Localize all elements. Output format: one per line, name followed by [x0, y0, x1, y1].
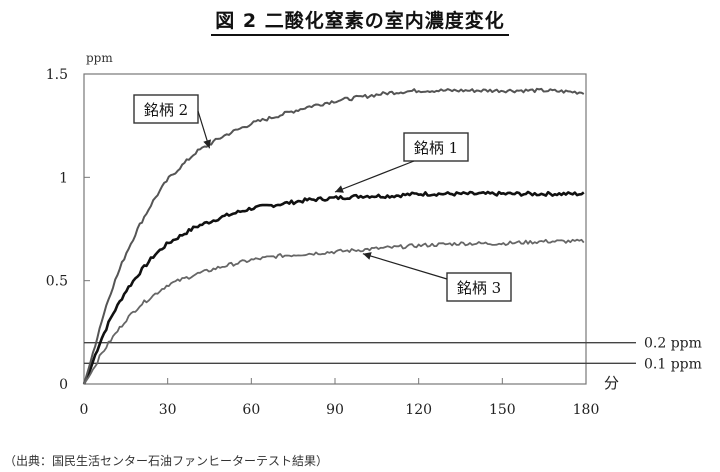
- series-line: [82, 190, 585, 385]
- callout-box: [403, 132, 469, 162]
- chart-title-text: 図 2 二酸化窒素の室内濃度変化: [211, 10, 509, 36]
- callout-arrow-head: [335, 185, 344, 193]
- callout-box: [446, 272, 512, 302]
- callout-arrow-head: [203, 139, 211, 149]
- x-tick-label: 120: [405, 402, 432, 418]
- callout-arrow-head: [362, 252, 372, 260]
- source-note: （出典：国民生活センター石油ファンヒーターテスト結果）: [4, 454, 329, 468]
- x-tick-label: 150: [489, 402, 516, 418]
- callout-label: 銘柄 1: [414, 139, 458, 157]
- chart-title: 図 2 二酸化窒素の室内濃度変化: [0, 6, 720, 36]
- y-tick-label: 0: [59, 377, 68, 393]
- callout-arrow-line: [334, 160, 415, 193]
- x-tick-label: 0: [80, 402, 89, 418]
- callout-arrow-line: [362, 253, 448, 280]
- series-line: [83, 238, 585, 385]
- y-tick-label: 0.5: [46, 274, 68, 290]
- callout-label: 銘柄 2: [144, 101, 188, 119]
- x-tick-label: 180: [573, 402, 600, 418]
- reference-line-label: 0.1 ppm: [644, 356, 702, 372]
- series-line: [83, 87, 585, 385]
- reference-line-label: 0.2 ppm: [644, 336, 702, 352]
- y-tick-label: 1: [59, 170, 68, 186]
- x-tick-label: 30: [159, 402, 177, 418]
- x-tick-label: 90: [326, 402, 344, 418]
- callout-label: 銘柄 3: [457, 279, 501, 297]
- callout-box: [133, 94, 199, 124]
- y-tick-label: 1.5: [46, 67, 68, 83]
- y-axis-label: ppm: [86, 51, 113, 65]
- x-tick-label: 60: [242, 402, 260, 418]
- x-axis-label: 分: [604, 374, 619, 392]
